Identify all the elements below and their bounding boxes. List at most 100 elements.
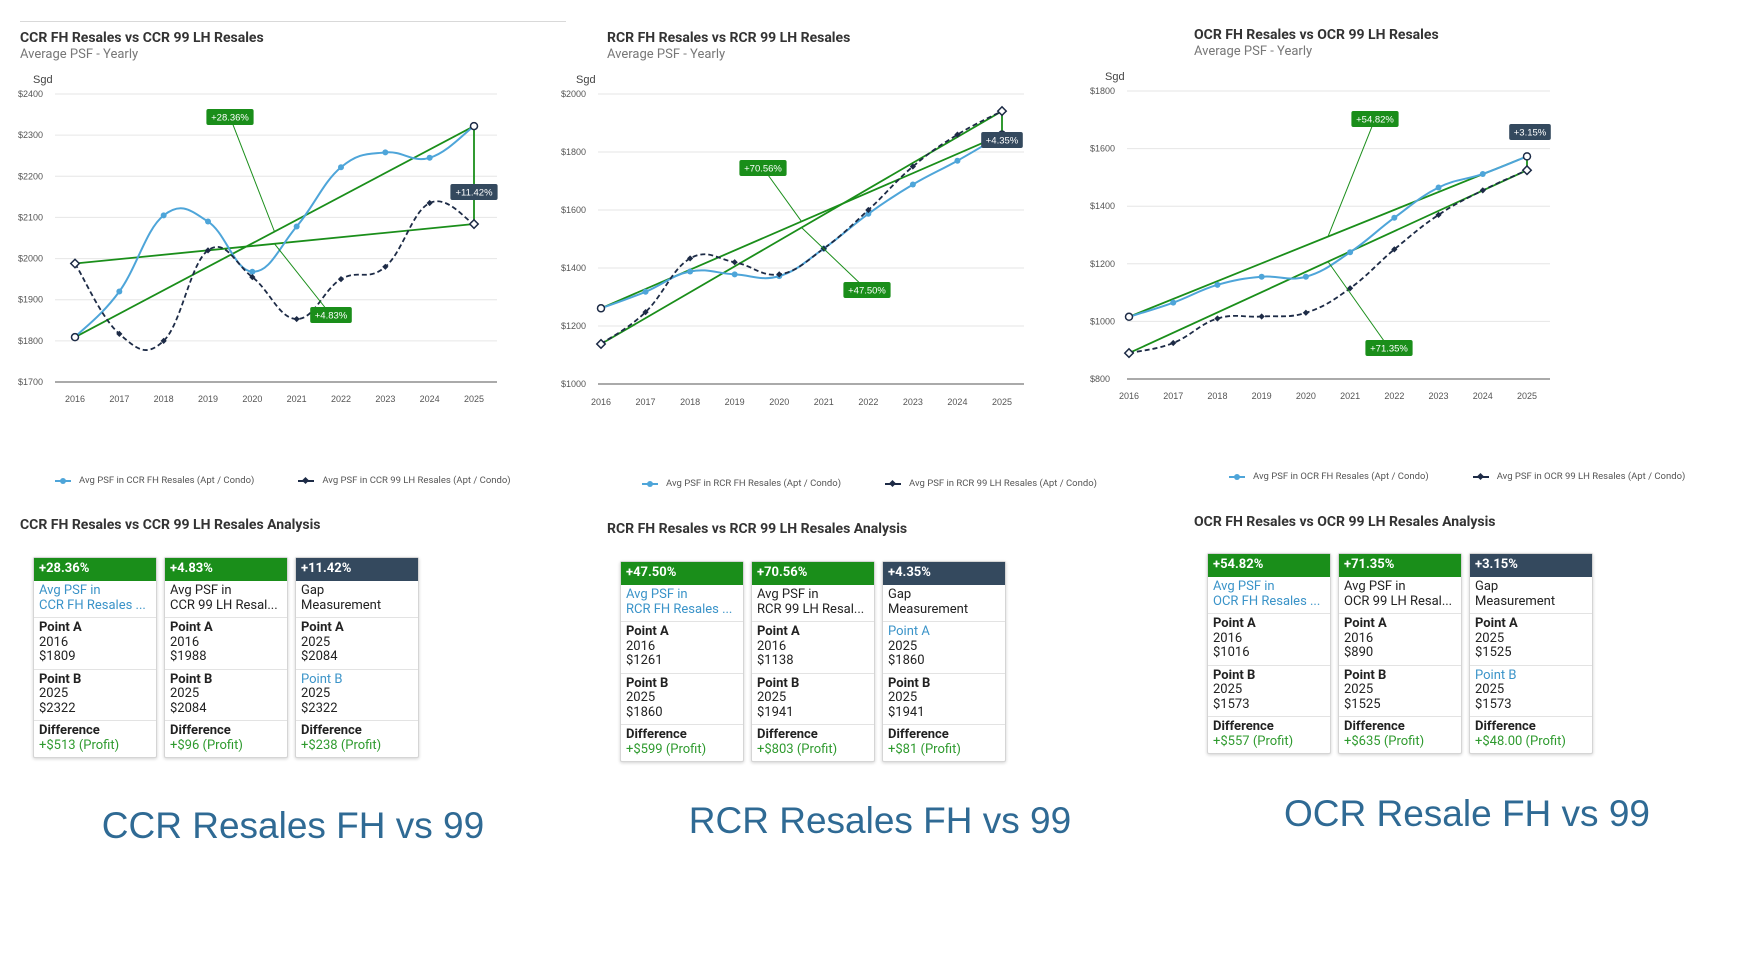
chart-legend[interactable]: Avg PSF in OCR FH Resales (Apt / Condo) … xyxy=(1229,471,1749,482)
chart-subtitle: Average PSF - Yearly xyxy=(607,47,726,62)
fh-data-point xyxy=(687,268,694,275)
chart-plot-group: Sgd $1700 $1800 $1900 $2000 $2100 $2200 $2300 $2… xyxy=(18,74,498,404)
analysis-cards: +47.50% Avg PSF in RCR FH Resales ... Point… xyxy=(620,561,1006,762)
y-axis-label: Sgd xyxy=(1105,71,1125,83)
difference-label: Difference xyxy=(888,728,949,742)
endpoint-marker xyxy=(1123,347,1135,359)
fh-data-point xyxy=(1347,249,1354,256)
analysis-card[interactable]: +3.15% Gap Measurement Point A 2025 $1525 Poin… xyxy=(1469,553,1593,754)
fh-data-point xyxy=(160,212,167,219)
analysis-card[interactable]: +11.42% Gap Measurement Point A 2025 $2084 Poi… xyxy=(295,557,419,758)
x-tick-label: 2018 xyxy=(680,397,700,407)
analysis-title: RCR FH Resales vs RCR 99 LH Resales Anal… xyxy=(607,521,908,537)
legend-lh-swatch xyxy=(885,479,902,489)
card-name-line2: RCR FH Resales ... xyxy=(626,602,733,617)
legend-item-lh[interactable]: Avg PSF in CCR 99 LH Resales (Apt / Cond… xyxy=(298,475,511,486)
analysis-card[interactable]: +71.35% Avg PSF in OCR 99 LH Resal... Point… xyxy=(1338,553,1462,754)
point-b-label: Point B xyxy=(301,672,343,687)
y-tick-label: $2400 xyxy=(18,89,43,99)
x-tick-label: 2021 xyxy=(1340,391,1360,401)
lh-data-point xyxy=(1479,187,1486,194)
legend-item-fh[interactable]: Avg PSF in OCR FH Resales (Apt / Condo) xyxy=(1229,471,1429,482)
fh-data-point xyxy=(1170,299,1177,306)
card-name-line1: Gap xyxy=(888,588,912,602)
y-tick-label: $1600 xyxy=(561,205,586,215)
legend-item-lh[interactable]: Avg PSF in RCR 99 LH Resales (Apt / Cond… xyxy=(885,478,1097,489)
analysis-card[interactable]: +47.50% Avg PSF in RCR FH Resales ... Point… xyxy=(620,561,744,762)
point-b-year: 2025 xyxy=(626,691,656,705)
point-b-year: 2025 xyxy=(170,687,200,701)
x-tick-label: 2016 xyxy=(591,397,611,407)
difference-label: Difference xyxy=(39,724,100,738)
point-a-label: Point A xyxy=(1475,617,1518,631)
lh-data-point xyxy=(293,315,300,323)
endpoint-marker xyxy=(469,121,479,131)
x-tick-label: 2025 xyxy=(464,394,484,404)
card-percent-header: +71.35% xyxy=(1339,554,1461,577)
card-point-a: Point A 2016 $1138 xyxy=(752,622,874,674)
point-a-value: $1138 xyxy=(757,654,794,668)
point-a-value: $1016 xyxy=(1213,646,1250,660)
difference-label: Difference xyxy=(170,724,231,738)
legend-lh-swatch xyxy=(1472,472,1489,482)
card-point-b: Point B 2025 $1525 xyxy=(1339,666,1461,717)
x-tick-label: 2022 xyxy=(858,397,878,407)
x-tick-label: 2017 xyxy=(1163,391,1183,401)
annotation-badge xyxy=(981,132,1023,148)
annotation-leader-line xyxy=(274,243,332,316)
lh-data-point xyxy=(1302,309,1310,316)
chart-legend[interactable]: Avg PSF in RCR FH Resales (Apt / Condo) … xyxy=(642,478,1162,489)
difference-label: Difference xyxy=(626,728,687,742)
analysis-card[interactable]: +4.35% Gap Measurement Point A 2025 $1860 Poin… xyxy=(882,561,1006,762)
card-series-name: Avg PSF in RCR 99 LH Resal... xyxy=(752,585,874,622)
analysis-title: CCR FH Resales vs CCR 99 LH Resales Anal… xyxy=(20,517,321,533)
y-tick-label: $1800 xyxy=(561,147,586,157)
point-a-label: Point A xyxy=(170,621,213,635)
card-point-b: Point B 2025 $1941 xyxy=(883,674,1005,725)
x-tick-label: 2016 xyxy=(65,394,85,404)
y-tick-label: $1800 xyxy=(1090,86,1115,96)
difference-value: +$513 (Profit) xyxy=(39,738,120,753)
chart-plot-group: Sgd $800 $1000 $1200 $1400 $1600 $1800 2016 2017… xyxy=(1090,71,1551,401)
x-tick-label: 2022 xyxy=(331,394,351,404)
card-difference: Difference +$635 (Profit) xyxy=(1339,717,1461,753)
fh-data-point xyxy=(1258,273,1265,280)
x-tick-label: 2023 xyxy=(375,394,395,404)
card-point-a: Point A 2025 $1860 xyxy=(883,622,1005,674)
analysis-card[interactable]: +70.56% Avg PSF in RCR 99 LH Resal... Point… xyxy=(751,561,875,762)
analysis-card[interactable]: +4.83% Avg PSF in CCR 99 LH Resal... Point … xyxy=(164,557,288,758)
lh-data-point xyxy=(1391,246,1398,253)
analysis-card[interactable]: +54.82% Avg PSF in OCR FH Resales ... Point… xyxy=(1207,553,1331,754)
card-point-b: Point B 2025 $1573 xyxy=(1208,666,1330,717)
card-point-b: Point B 2025 $2322 xyxy=(296,670,418,721)
point-b-value: $1573 xyxy=(1213,697,1250,712)
analysis-card[interactable]: +28.36% Avg PSF in CCR FH Resales ... Point… xyxy=(33,557,157,758)
legend-fh-swatch xyxy=(55,476,71,486)
card-point-a: Point A 2016 $1261 xyxy=(621,622,743,674)
x-tick-label: 2020 xyxy=(1296,391,1316,401)
point-b-label: Point B xyxy=(170,672,213,687)
card-name-line2: OCR FH Resales ... xyxy=(1213,594,1321,609)
legend-item-fh[interactable]: Avg PSF in CCR FH Resales (Apt / Condo) xyxy=(55,475,254,486)
card-point-b: Point B 2025 $2322 xyxy=(34,670,156,721)
legend-item-fh[interactable]: Avg PSF in RCR FH Resales (Apt / Condo) xyxy=(642,478,841,489)
endpoint-marker xyxy=(996,105,1008,117)
x-tick-label: 2023 xyxy=(903,397,923,407)
x-tick-label: 2024 xyxy=(1473,391,1493,401)
point-b-value: $1525 xyxy=(1344,697,1381,712)
analysis-cards: +28.36% Avg PSF in CCR FH Resales ... Point… xyxy=(33,557,419,758)
chart-legend[interactable]: Avg PSF in CCR FH Resales (Apt / Condo) … xyxy=(55,475,575,486)
difference-value: +$557 (Profit) xyxy=(1213,734,1294,749)
card-point-b: Point B 2025 $1573 xyxy=(1470,666,1592,717)
card-name-line1: Gap xyxy=(301,584,325,598)
card-difference: Difference +$238 (Profit) xyxy=(296,721,418,757)
card-series-name: Gap Measurement xyxy=(1470,577,1592,614)
card-point-b: Point B 2025 $1941 xyxy=(752,674,874,725)
annotation-leader-line xyxy=(229,116,275,232)
legend-item-lh[interactable]: Avg PSF in OCR 99 LH Resales (Apt / Cond… xyxy=(1472,471,1686,482)
annotation-badge xyxy=(843,282,891,298)
chart-title: CCR FH Resales vs CCR 99 LH Resales xyxy=(20,30,264,46)
legend-lh-label: Avg PSF in OCR 99 LH Resales (Apt / Cond… xyxy=(1496,471,1686,482)
endpoint-marker xyxy=(1521,164,1533,176)
x-tick-label: 2016 xyxy=(1119,391,1139,401)
